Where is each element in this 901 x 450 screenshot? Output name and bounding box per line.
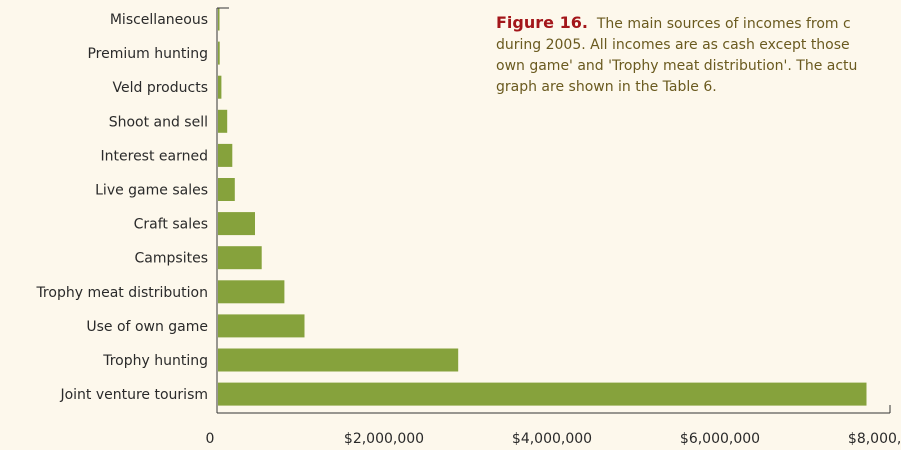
bar-interest-earned <box>218 143 233 167</box>
category-label-premium-hunting: Premium hunting <box>87 46 208 62</box>
x-tick-label: 0 <box>206 431 215 447</box>
x-tick-label: $8,000,000 <box>848 431 901 447</box>
caption-line-4: graph are shown in the Table 6. <box>496 79 717 95</box>
category-label-campsites: Campsites <box>135 251 208 267</box>
category-label-live-game-sales: Live game sales <box>95 183 208 199</box>
bar-miscellaneous <box>218 7 220 31</box>
category-label-shoot-and-sell: Shoot and sell <box>109 114 208 130</box>
category-label-miscellaneous: Miscellaneous <box>110 12 208 28</box>
category-label-joint-venture-tourism: Joint venture tourism <box>59 387 208 403</box>
bar-trophy-hunting <box>218 348 459 372</box>
caption-line-2: during 2005. All incomes are as cash exc… <box>496 37 850 53</box>
bar-craft-sales <box>218 212 255 236</box>
category-label-trophy-meat-distribution: Trophy meat distribution <box>35 285 208 301</box>
x-axis: 0 $2,000,000 $4,000,000 $6,000,000 $8,000,00… <box>206 7 901 447</box>
category-label-interest-earned: Interest earned <box>101 148 208 164</box>
bar-joint-venture-tourism <box>218 382 867 406</box>
figure-caption: Figure 16. The main sources of incomes f… <box>496 12 901 98</box>
category-label-use-of-own-game: Use of own game <box>86 319 208 335</box>
category-label-veld-products: Veld products <box>113 80 208 96</box>
bars-group <box>218 7 867 406</box>
category-label-craft-sales: Craft sales <box>134 217 208 233</box>
x-tick-label: $6,000,000 <box>680 431 760 447</box>
caption-line-1: Figure 16. The main sources of incomes f… <box>496 12 901 35</box>
bar-trophy-meat-distribution <box>218 280 285 304</box>
caption-line-3: own game' and 'Trophy meat distribution'… <box>496 58 858 74</box>
x-tick-label: $4,000,000 <box>512 431 592 447</box>
bar-live-game-sales <box>218 178 235 201</box>
bar-veld-products <box>218 75 222 99</box>
bar-use-of-own-game <box>218 314 305 338</box>
x-tick-label: $2,000,000 <box>344 431 424 447</box>
bar-shoot-and-sell <box>218 109 228 133</box>
category-label-trophy-hunting: Trophy hunting <box>102 353 208 369</box>
category-labels: Miscellaneous Premium hunting Veld product… <box>35 12 208 403</box>
bar-campsites <box>218 246 262 270</box>
bar-premium-hunting <box>218 41 220 65</box>
caption-text-1: The main sources of incomes from c <box>596 16 851 32</box>
figure-number: Figure 16. <box>496 13 588 32</box>
